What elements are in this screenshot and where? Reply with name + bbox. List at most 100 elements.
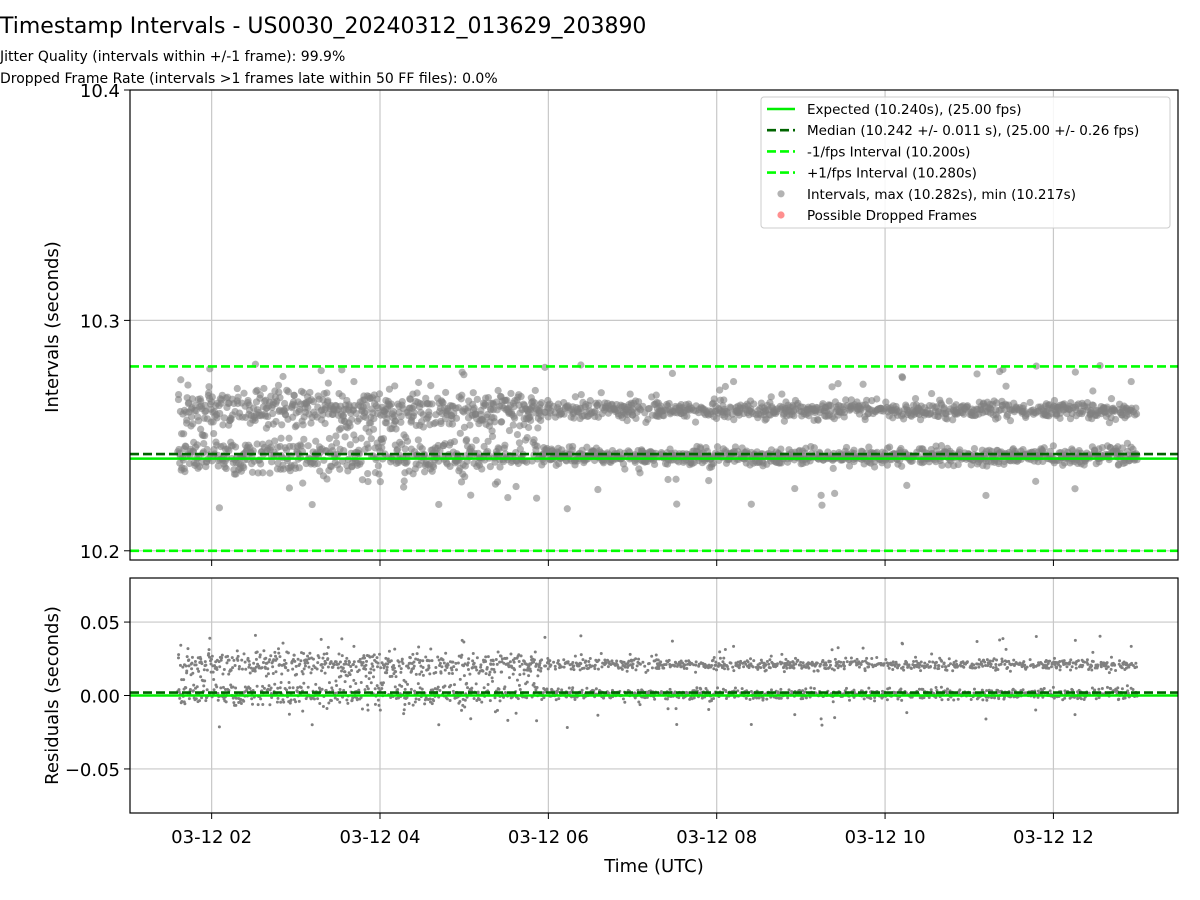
scatter-point — [262, 649, 266, 653]
scatter-point — [229, 683, 233, 687]
scatter-point — [530, 436, 538, 444]
scatter-point — [427, 659, 431, 663]
scatter-point — [1118, 444, 1126, 452]
scatter-point — [301, 672, 305, 676]
scatter-point — [529, 669, 533, 673]
scatter-point — [474, 682, 478, 686]
scatter-point — [296, 657, 300, 661]
scatter-point — [515, 678, 519, 682]
scatter-point — [190, 655, 194, 659]
scatter-point — [236, 654, 240, 658]
scatter-point — [420, 670, 424, 674]
scatter-point — [390, 674, 394, 678]
scatter-point — [204, 699, 208, 703]
scatter-point — [650, 654, 654, 658]
scatter-point — [253, 440, 261, 448]
scatter-point — [712, 414, 721, 423]
scatter-point — [266, 667, 270, 671]
scatter-point — [844, 656, 848, 660]
scatter-point — [784, 664, 788, 668]
scatter-point — [408, 661, 412, 665]
scatter-point — [443, 684, 447, 688]
scatter-point — [764, 668, 768, 672]
scatter-point — [471, 666, 475, 670]
scatter-point — [579, 634, 583, 638]
scatter-point — [389, 659, 393, 663]
scatter-point — [634, 398, 643, 406]
scatter-point — [650, 666, 654, 670]
scatter-point — [764, 663, 768, 667]
scatter-point — [995, 658, 999, 662]
x-tick-label: 03-12 02 — [171, 827, 252, 848]
scatter-point — [900, 642, 904, 646]
scatter-point — [349, 664, 353, 668]
scatter-point — [458, 700, 462, 704]
scatter-point — [403, 437, 412, 445]
scatter-point — [208, 655, 212, 659]
scatter-point — [1020, 401, 1028, 410]
scatter-point — [562, 658, 566, 662]
scatter-point — [718, 650, 722, 654]
scatter-point — [914, 659, 918, 663]
scatter-point — [985, 689, 989, 693]
scatter-point — [432, 699, 436, 703]
jitter-quality-subtitle: Jitter Quality (intervals within +/-1 fr… — [0, 49, 346, 65]
scatter-point — [346, 674, 350, 678]
scatter-point — [665, 399, 673, 408]
scatter-point — [1034, 708, 1038, 712]
scatter-point — [283, 658, 287, 662]
scatter-point — [236, 658, 240, 662]
scatter-point — [819, 662, 823, 666]
scatter-point — [441, 658, 445, 662]
scatter-point — [205, 383, 213, 391]
scatter-point — [190, 667, 194, 671]
scatter-point — [402, 708, 406, 712]
scatter-point — [514, 711, 518, 715]
scatter-point — [345, 698, 349, 702]
scatter-point — [412, 660, 416, 664]
scatter-point — [329, 660, 333, 664]
scatter-point — [216, 409, 224, 418]
scatter-point — [732, 644, 736, 648]
scatter-point — [463, 705, 467, 709]
scatter-point — [330, 686, 334, 690]
scatter-point — [393, 647, 397, 651]
scatter-point — [410, 409, 418, 417]
scatter-point — [567, 686, 571, 690]
scatter-point — [362, 401, 371, 409]
scatter-point — [882, 662, 886, 666]
scatter-point — [254, 657, 258, 661]
scatter-point — [985, 698, 989, 702]
scatter-point — [439, 671, 443, 675]
scatter-point — [500, 657, 504, 661]
scatter-point — [418, 672, 422, 676]
scatter-point — [826, 401, 834, 409]
scatter-point — [621, 465, 629, 473]
scatter-point — [535, 685, 539, 689]
scatter-point — [321, 666, 325, 670]
scatter-point — [636, 469, 644, 477]
scatter-point — [437, 723, 441, 727]
scatter-point — [919, 660, 923, 664]
scatter-point — [338, 660, 342, 664]
scatter-point — [385, 385, 394, 393]
scatter-point — [336, 465, 344, 473]
scatter-point — [928, 389, 936, 398]
scatter-point — [178, 663, 182, 667]
scatter-point — [827, 665, 831, 669]
scatter-point — [180, 430, 188, 438]
scatter-point — [227, 658, 231, 662]
scatter-point — [1132, 410, 1141, 418]
scatter-point — [259, 469, 267, 477]
scatter-point — [419, 423, 427, 431]
scatter-point — [777, 445, 785, 453]
scatter-point — [513, 430, 522, 439]
scatter-point — [646, 668, 650, 672]
scatter-point — [580, 688, 584, 692]
scatter-point — [293, 659, 297, 663]
scatter-point — [774, 696, 778, 700]
scatter-point — [465, 663, 469, 667]
scatter-point — [749, 690, 753, 694]
scatter-point — [193, 659, 197, 663]
scatter-point — [177, 376, 185, 384]
